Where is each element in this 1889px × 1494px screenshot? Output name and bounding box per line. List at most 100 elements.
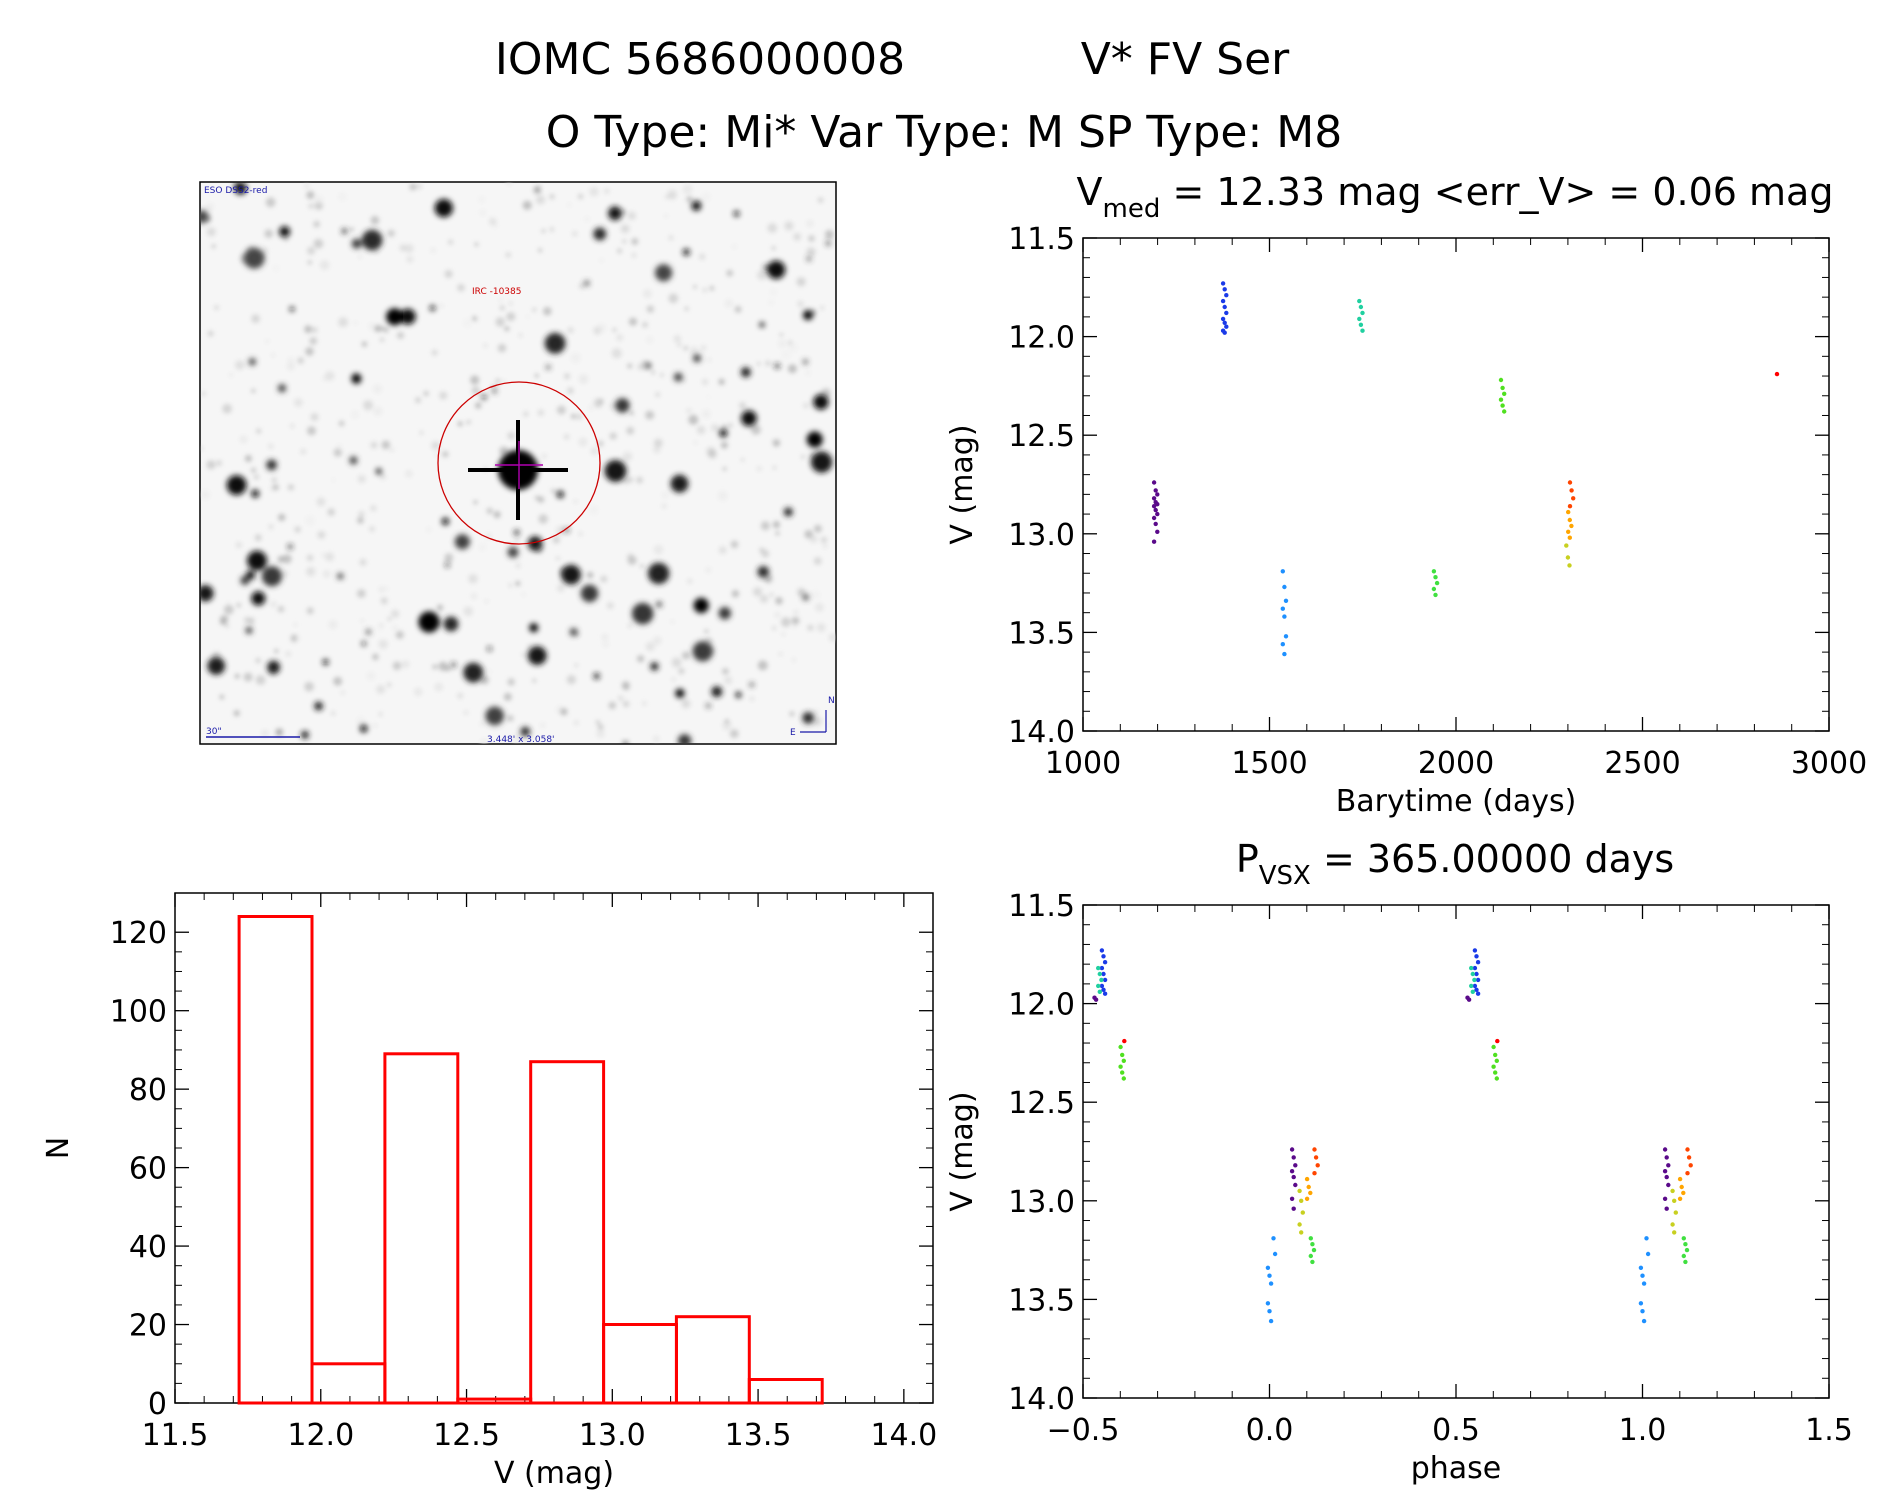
sky-noise-blob [772, 439, 776, 443]
data-point [1299, 1198, 1304, 1204]
sky-noise-blob [333, 676, 343, 686]
sky-noise-blob [749, 696, 755, 702]
sky-noise-blob [689, 346, 699, 355]
sky-noise-blob [700, 345, 707, 351]
sky-background-noise [200, 182, 836, 744]
sky-noise-blob [480, 722, 485, 726]
sky-noise-blob [435, 452, 439, 457]
data-point [1567, 480, 1573, 485]
sky-noise-blob [596, 729, 605, 738]
sky-noise-blob [578, 282, 586, 290]
sky-noise-blob [470, 375, 480, 385]
y-tick-label: 80 [129, 1073, 167, 1108]
sky-noise-blob [775, 597, 783, 605]
data-point [1475, 960, 1481, 965]
sky-noise-blob [532, 307, 537, 312]
sky-noise-blob [817, 197, 824, 203]
data-point [1283, 598, 1289, 603]
plot-title-main: P [1236, 837, 1259, 881]
sky-noise-blob [306, 567, 316, 577]
sky-noise-blob [556, 556, 560, 561]
sky-noise-blob [543, 306, 552, 316]
data-point [1681, 1190, 1686, 1196]
sky-noise-blob [431, 441, 440, 450]
sky-star [647, 562, 670, 585]
sky-star [507, 546, 519, 558]
sky-star [691, 201, 702, 211]
sky-noise-blob [811, 590, 820, 600]
sky-noise-blob [571, 582, 580, 591]
sky-noise-blob [333, 448, 342, 457]
sky-star [735, 691, 742, 698]
sky-noise-blob [636, 655, 645, 663]
sky-star [366, 629, 371, 635]
sky-noise-blob [655, 392, 660, 397]
data-point [1640, 1309, 1645, 1314]
sky-noise-blob [483, 343, 488, 348]
sky-noise-blob [235, 541, 242, 549]
sky-noise-blob [507, 432, 515, 440]
sky-noise-blob [255, 657, 261, 664]
sky-noise-blob [307, 426, 316, 436]
sky-noise-blob [772, 626, 777, 630]
sky-noise-blob [597, 724, 604, 730]
sky-noise-blob [374, 324, 383, 333]
sky-star [561, 564, 581, 585]
sky-noise-blob [637, 364, 644, 370]
sky-noise-blob [686, 196, 693, 203]
sky-noise-blob [730, 540, 739, 549]
sky-noise-blob [480, 675, 489, 685]
sky-noise-blob [573, 720, 579, 726]
sky-star [251, 591, 266, 606]
sky-noise-blob [338, 420, 345, 427]
sky-noise-blob [518, 333, 523, 338]
sky-noise-blob [549, 194, 555, 200]
data-point [1120, 1070, 1125, 1075]
data-point [1289, 1147, 1295, 1152]
sky-noise-blob [759, 594, 769, 603]
sky-star [759, 322, 765, 328]
y-tick-label: 100 [110, 995, 167, 1030]
sky-noise-blob [750, 424, 761, 435]
sky-star [569, 628, 578, 636]
data-point [1469, 965, 1474, 971]
sky-noise-blob [268, 524, 274, 530]
sky-noise-blob [653, 735, 660, 743]
sky-noise-blob [499, 298, 502, 302]
sky-star [341, 228, 347, 234]
sky-noise-blob [687, 578, 693, 584]
sky-star [719, 429, 728, 438]
data-point [1151, 496, 1157, 501]
sky-star [277, 730, 282, 735]
sky-noise-blob [686, 408, 692, 414]
sky-noise-blob [327, 508, 336, 516]
sky-noise-blob [251, 388, 256, 393]
sky-noise-blob [567, 387, 574, 395]
data-point [1297, 1222, 1302, 1227]
sky-noise-blob [682, 651, 690, 660]
sky-noise-blob [808, 235, 815, 242]
sky-noise-blob [363, 400, 374, 411]
sky-noise-blob [256, 428, 262, 434]
sky-noise-blob [537, 409, 544, 416]
sky-noise-blob [512, 734, 521, 743]
sky-star [485, 706, 505, 726]
plot-title-subscript: VSX [1259, 861, 1311, 891]
sky-noise-blob [521, 652, 525, 657]
plot-title-rest: = 365.00000 days [1311, 837, 1674, 881]
data-point [1670, 1222, 1675, 1227]
y-axis-label: N [41, 1137, 76, 1159]
data-point [1118, 1044, 1123, 1050]
sky-star [386, 308, 404, 326]
data-point [1122, 1038, 1127, 1044]
x-tick-label: 12.0 [287, 1418, 354, 1453]
data-point [1683, 1242, 1688, 1247]
data-point [1498, 377, 1504, 383]
data-point [1645, 1251, 1651, 1257]
data-point [1472, 948, 1478, 953]
sky-star [774, 363, 780, 369]
sky-noise-blob [526, 643, 533, 649]
sky-noise-blob [471, 315, 478, 322]
x-tick-label: 12.5 [433, 1418, 500, 1453]
sky-noise-blob [806, 219, 814, 227]
